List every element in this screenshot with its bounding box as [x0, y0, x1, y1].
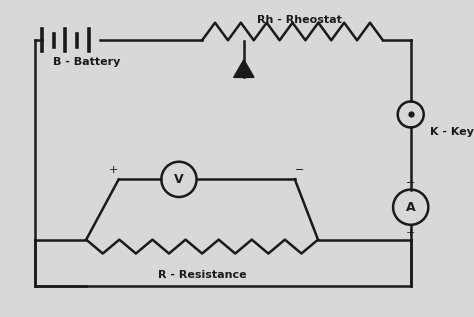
Text: Rh - Rheostat: Rh - Rheostat — [257, 15, 342, 25]
Text: V: V — [174, 173, 184, 186]
Text: R - Resistance: R - Resistance — [158, 270, 246, 280]
Polygon shape — [234, 60, 254, 77]
Text: K - Key: K - Key — [430, 127, 474, 137]
Text: A: A — [406, 201, 416, 214]
Text: +: + — [406, 228, 415, 238]
Text: B - Battery: B - Battery — [53, 56, 120, 67]
Text: −: − — [406, 178, 415, 188]
Text: −: − — [295, 165, 304, 175]
Text: +: + — [109, 165, 118, 175]
